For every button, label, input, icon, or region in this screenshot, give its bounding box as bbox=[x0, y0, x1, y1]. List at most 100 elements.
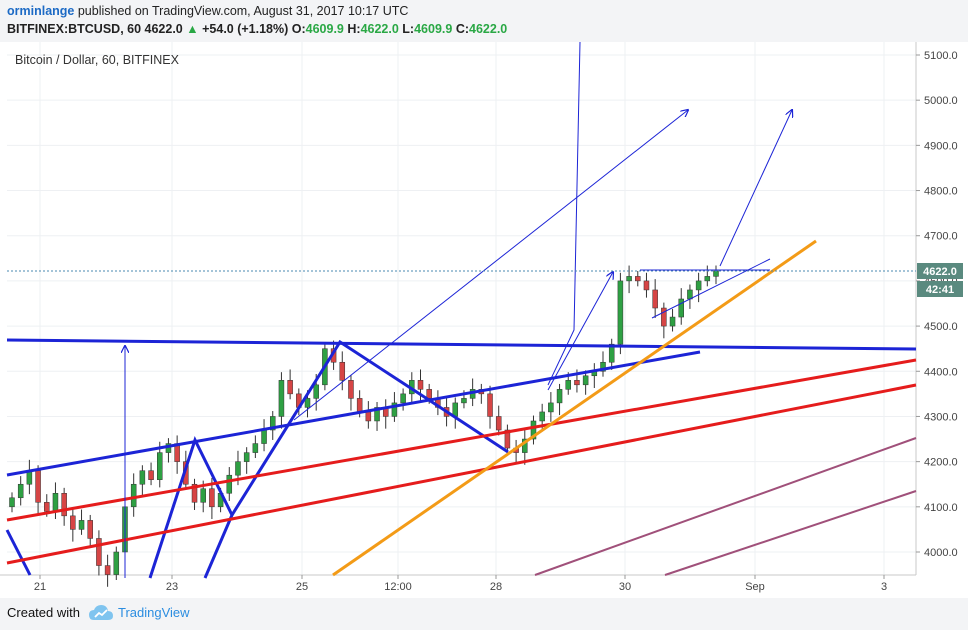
zigzag-leg bbox=[203, 514, 234, 579]
y-tick-label: 4900.0 bbox=[924, 140, 958, 152]
y-tick-label: 4200.0 bbox=[924, 457, 958, 469]
candle-body bbox=[565, 380, 571, 390]
candle-body bbox=[417, 380, 424, 390]
candle-body bbox=[261, 429, 267, 444]
candle-body bbox=[600, 361, 606, 372]
y-tick-label: 4500.0 bbox=[924, 321, 958, 333]
triangle-bottom bbox=[651, 258, 771, 319]
orange-support-line bbox=[332, 239, 817, 577]
candle-body bbox=[278, 380, 285, 417]
candle-body bbox=[713, 270, 719, 277]
candle-body bbox=[461, 398, 467, 404]
candle-body bbox=[608, 343, 615, 363]
candle-body bbox=[643, 280, 650, 291]
x-tick-label: 23 bbox=[166, 581, 178, 593]
x-tick-label: 28 bbox=[490, 581, 502, 593]
candle-body bbox=[52, 493, 59, 512]
candle-body bbox=[617, 280, 624, 345]
x-tick-label: 12:00 bbox=[384, 581, 412, 593]
y-tick-label: 5100.0 bbox=[924, 50, 958, 62]
candle-body bbox=[348, 380, 354, 399]
candle-body bbox=[487, 393, 493, 417]
candle-body bbox=[556, 389, 563, 404]
low-value: 4609.9 bbox=[414, 22, 453, 36]
last-price-tag: 4622.0 bbox=[923, 266, 957, 278]
candle-body bbox=[9, 497, 15, 508]
candle-body bbox=[530, 420, 537, 440]
x-tick-label: 30 bbox=[619, 581, 631, 593]
candle-body bbox=[704, 276, 711, 282]
tradingview-brand-link[interactable]: TradingView bbox=[118, 605, 190, 620]
change-value: +54.0 (+1.18%) bbox=[202, 22, 289, 36]
countdown-tag: 42:41 bbox=[926, 284, 954, 296]
close-label: C: bbox=[455, 22, 470, 36]
candle-body bbox=[130, 483, 137, 508]
candle-body bbox=[313, 384, 319, 399]
y-axis: 5100.05000.04900.04800.04700.04600.04500… bbox=[915, 42, 958, 575]
candle-body bbox=[96, 538, 102, 566]
trend-drawings bbox=[5, 42, 917, 579]
candle-body bbox=[287, 380, 293, 395]
candle-body bbox=[582, 375, 589, 386]
header-bar: orminlange published on TradingView.com,… bbox=[0, 0, 968, 42]
candle-body bbox=[695, 280, 702, 291]
candle-body bbox=[356, 398, 363, 413]
close-value: 4622.0 bbox=[469, 22, 508, 36]
x-axis: 21 23 25 12:00 28 30 Sep 3 bbox=[0, 574, 916, 593]
candle-body bbox=[35, 470, 41, 503]
candle-body bbox=[339, 361, 346, 381]
candle-body bbox=[148, 470, 154, 480]
candle-body bbox=[44, 502, 50, 512]
zigzag-pattern-2 bbox=[148, 339, 509, 579]
red-trend-line-1 bbox=[6, 358, 917, 522]
x-tick-label: 25 bbox=[296, 581, 308, 593]
candle-body bbox=[374, 407, 380, 422]
candle-body bbox=[17, 483, 24, 499]
candle-body bbox=[635, 276, 641, 282]
candles bbox=[9, 265, 719, 587]
publish-info: published on TradingView.com, August 31,… bbox=[77, 4, 409, 18]
resistance-line bbox=[6, 338, 917, 351]
candle-body bbox=[669, 316, 676, 327]
candle-body bbox=[243, 452, 250, 462]
x-tick-label: 21 bbox=[34, 581, 46, 593]
y-tick-label: 4700.0 bbox=[924, 231, 958, 243]
candle-body bbox=[504, 429, 511, 449]
publish-line: orminlange published on TradingView.com,… bbox=[7, 4, 408, 18]
candle-body bbox=[391, 402, 398, 417]
tradingview-cloud-icon bbox=[89, 605, 113, 620]
open-value: 4609.9 bbox=[305, 22, 344, 36]
y-tick-label: 4100.0 bbox=[924, 502, 958, 514]
candle-body bbox=[426, 389, 432, 399]
candle-body bbox=[626, 276, 632, 282]
candle-body bbox=[548, 402, 554, 413]
candle-body bbox=[70, 515, 76, 530]
candle-body bbox=[400, 393, 406, 404]
author-link[interactable]: orminlange bbox=[7, 4, 75, 18]
last-price: 4622.0 bbox=[144, 22, 183, 36]
candle-body bbox=[574, 380, 580, 386]
created-with-label: Created with bbox=[7, 605, 80, 620]
chart-title: Bitcoin / Dollar, 60, BITFINEX bbox=[15, 53, 179, 67]
candle-body bbox=[78, 520, 85, 530]
candle-body bbox=[139, 470, 146, 485]
ohlc-line: BITFINEX:BTCUSD, 60 4622.0 ▲ +54.0 (+1.1… bbox=[7, 22, 507, 36]
price-tags: 4622.0 42:41 bbox=[917, 263, 963, 297]
y-tick-label: 4000.0 bbox=[924, 547, 958, 559]
purple-line-1 bbox=[534, 437, 917, 576]
price-chart[interactable]: 5100.05000.04900.04800.04700.04600.04500… bbox=[0, 42, 968, 600]
candle-body bbox=[678, 298, 684, 318]
candle-body bbox=[61, 493, 67, 517]
purple-line-2 bbox=[664, 490, 917, 576]
high-label: H: bbox=[347, 22, 361, 36]
candle-body bbox=[652, 289, 658, 309]
footer-bar: Created with TradingView bbox=[0, 598, 968, 630]
candle-body bbox=[269, 416, 276, 431]
x-tick-label: 3 bbox=[881, 581, 887, 593]
y-tick-label: 4300.0 bbox=[924, 411, 958, 423]
candle-body bbox=[252, 443, 259, 453]
candle-body bbox=[200, 488, 206, 503]
y-tick-label: 4800.0 bbox=[924, 186, 958, 198]
zigzag-pattern bbox=[5, 529, 32, 576]
projection-arrow-1 bbox=[293, 110, 688, 421]
